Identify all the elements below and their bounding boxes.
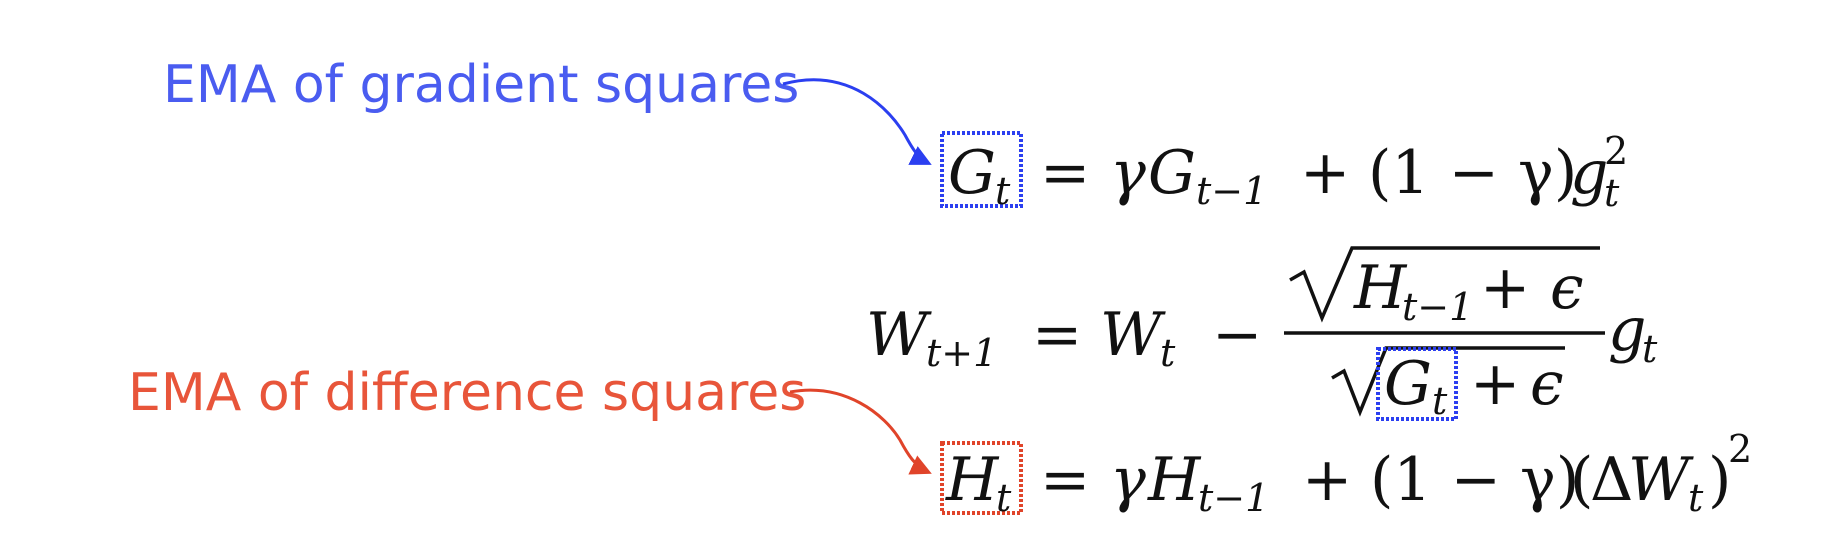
eq-w-grad-sub: t bbox=[1642, 327, 1658, 371]
highlight-box-g-denominator bbox=[1376, 347, 1458, 421]
eq-g-plus: + bbox=[1300, 138, 1350, 208]
eq-g-equals: = bbox=[1040, 138, 1090, 208]
eq-g-gamma: γ bbox=[1110, 138, 1146, 208]
arrow-gradient bbox=[782, 78, 932, 165]
eq-h-close: ) bbox=[1708, 445, 1731, 515]
eq-w-minus: − bbox=[1212, 300, 1262, 370]
eq-g-grad-sup: 2 bbox=[1604, 129, 1628, 173]
sqrt-numerator-sign bbox=[1289, 246, 1600, 323]
eq-g-rhs1-sub: t−1 bbox=[1196, 169, 1267, 213]
eq-h-factor: (1 − γ) bbox=[1370, 445, 1579, 515]
eq-w-num-eps: ϵ bbox=[1550, 253, 1584, 323]
eq-g-factor: (1 − γ) bbox=[1368, 138, 1577, 208]
annotation-difference-squares: EMA of difference squares bbox=[128, 363, 806, 423]
eq-w-lhs-sub: t+1 bbox=[926, 331, 997, 375]
eq-g-grad: g bbox=[1570, 138, 1608, 208]
eq-w-num-sub: t−1 bbox=[1402, 285, 1473, 329]
equation-w-update: W t+1 = W t − H t−1 + ϵ G t + ϵ g t bbox=[866, 246, 1658, 423]
eq-w-den-sub: t bbox=[1432, 379, 1448, 423]
eq-g-grad-sub: t bbox=[1604, 171, 1620, 215]
eq-h-gamma: γ bbox=[1110, 445, 1146, 515]
arrow-difference bbox=[789, 388, 932, 475]
eq-w-w-sub: t bbox=[1160, 331, 1176, 375]
eq-g-lhs: G bbox=[948, 138, 996, 208]
eq-w-equals: = bbox=[1032, 300, 1082, 370]
eq-w-w: W bbox=[1100, 300, 1166, 370]
eq-h-w: W bbox=[1628, 445, 1694, 515]
eq-w-den-var: G bbox=[1384, 349, 1432, 419]
eq-w-grad: g bbox=[1608, 295, 1646, 365]
eq-h-plus: + bbox=[1302, 445, 1352, 515]
eq-w-lhs: W bbox=[866, 300, 932, 370]
highlight-box-h bbox=[940, 441, 1023, 515]
eq-g-rhs1: G bbox=[1148, 138, 1196, 208]
eq-w-den-eps: ϵ bbox=[1530, 349, 1564, 419]
highlight-box-g bbox=[940, 131, 1023, 208]
eq-h-lhs-sub: t bbox=[996, 476, 1012, 520]
equation-g-update: G t = γ G t−1 + (1 − γ) g t 2 bbox=[940, 129, 1628, 215]
eq-h-lhs: H bbox=[945, 445, 1000, 515]
eq-g-lhs-sub: t bbox=[995, 169, 1011, 213]
eq-h-open: ( bbox=[1570, 445, 1593, 515]
eq-h-rhs1: H bbox=[1147, 445, 1202, 515]
eq-w-den-plus: + bbox=[1470, 349, 1520, 419]
eq-h-equals: = bbox=[1040, 445, 1090, 515]
eq-w-num-plus: + bbox=[1480, 253, 1530, 323]
eq-h-rhs1-sub: t−1 bbox=[1198, 476, 1269, 520]
eq-h-sup: 2 bbox=[1728, 427, 1752, 471]
eq-h-w-sub: t bbox=[1688, 476, 1704, 520]
equation-h-update: H t = γ H t−1 + (1 − γ) ( Δ W t ) 2 bbox=[940, 427, 1752, 520]
annotation-gradient-squares: EMA of gradient squares bbox=[163, 55, 799, 115]
eq-w-num-var: H bbox=[1353, 253, 1408, 323]
eq-h-delta: Δ bbox=[1590, 445, 1633, 515]
